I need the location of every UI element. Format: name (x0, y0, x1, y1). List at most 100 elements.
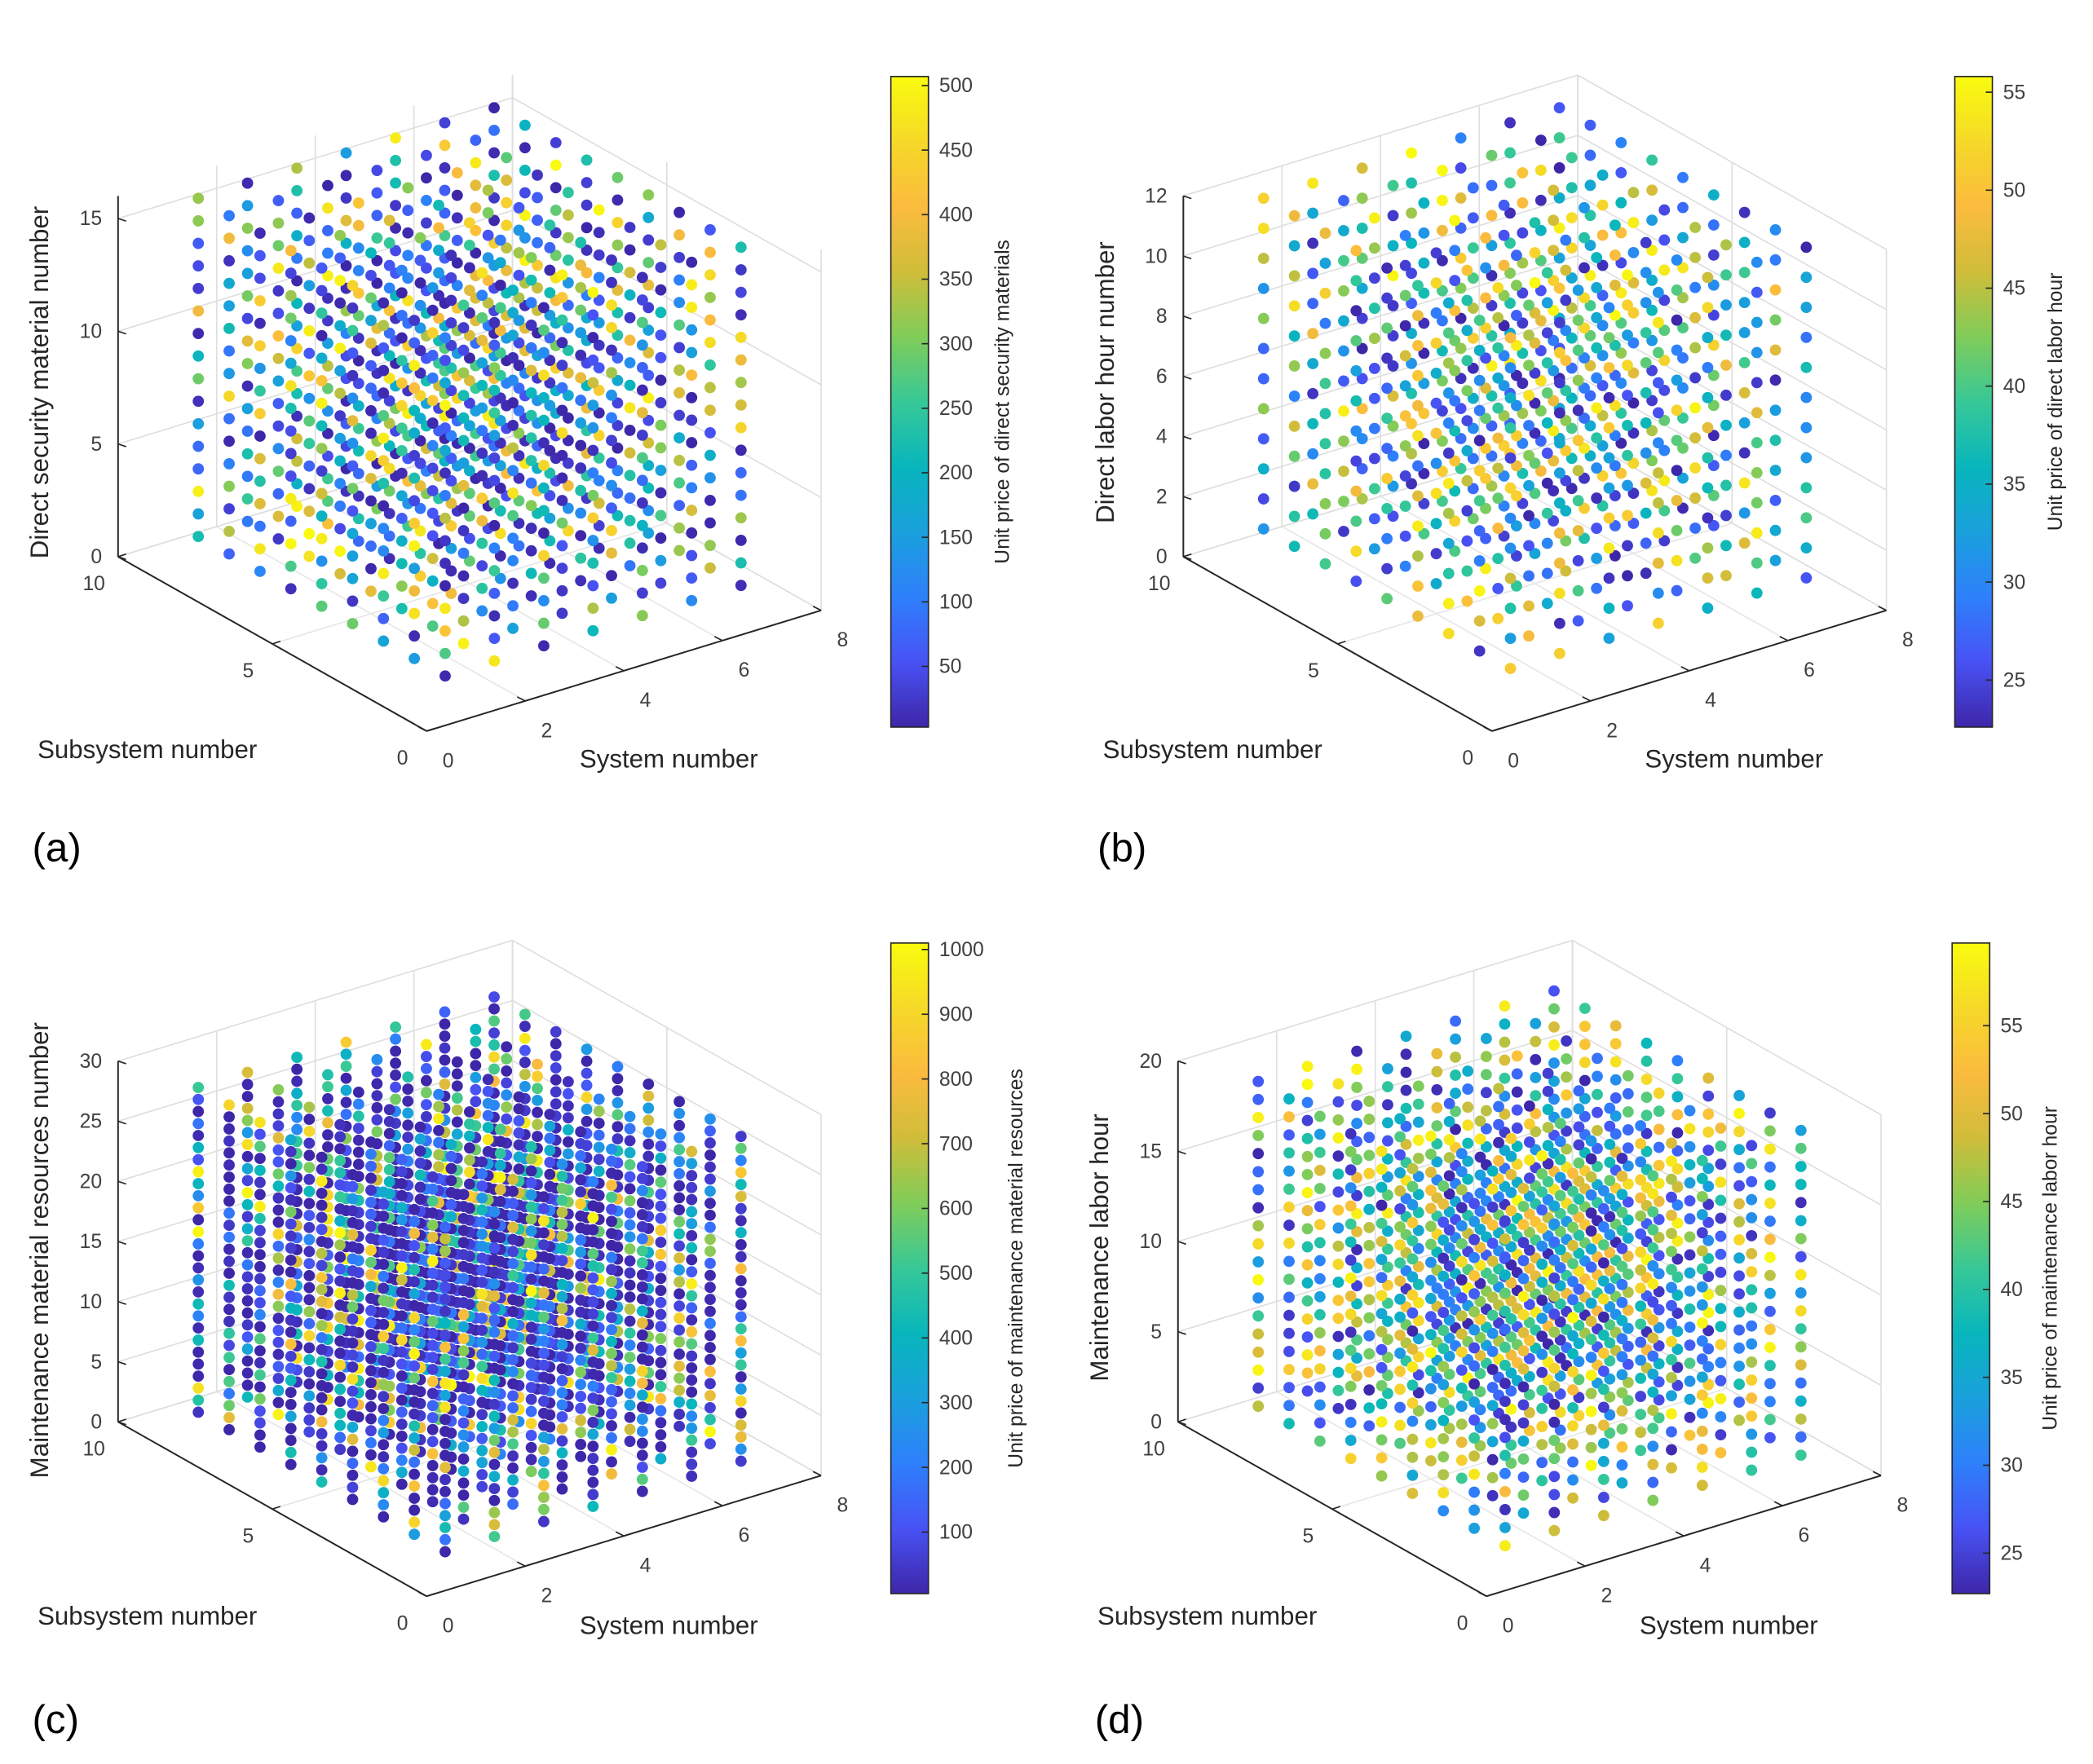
data-point (1671, 554, 1683, 567)
data-point (673, 229, 686, 241)
data-point (445, 317, 457, 329)
data-point (285, 1134, 297, 1146)
data-point (1715, 1212, 1727, 1224)
data-point (223, 1111, 235, 1123)
data-point (272, 1180, 285, 1192)
data-point (241, 1139, 254, 1150)
data-point (395, 1394, 408, 1406)
data-point (1499, 1036, 1511, 1048)
data-point (1573, 1247, 1585, 1259)
data-point (513, 518, 525, 529)
data-point (378, 590, 390, 602)
data-point (476, 492, 488, 505)
data-point (1319, 287, 1331, 299)
x-tick-mark (1680, 666, 1690, 672)
data-point (1461, 445, 1473, 456)
data-point (1604, 1373, 1616, 1385)
data-point (1666, 1173, 1677, 1185)
data-point (1517, 257, 1529, 269)
data-point (1579, 1092, 1591, 1105)
data-point (1356, 492, 1368, 505)
x-tick-mark (516, 696, 526, 702)
x-tick-label: 4 (640, 1555, 651, 1577)
data-point (1492, 492, 1504, 505)
data-point (1548, 1039, 1560, 1051)
data-point (1529, 397, 1541, 409)
data-point (556, 562, 568, 575)
data-point (1529, 247, 1541, 259)
data-point (1646, 364, 1658, 377)
data-point (1338, 525, 1349, 537)
data-point (1720, 479, 1732, 492)
data-point (735, 1154, 747, 1166)
data-point (1351, 1334, 1363, 1346)
data-point (272, 1132, 285, 1144)
data-point (1455, 1219, 1468, 1232)
data-point (1738, 327, 1751, 338)
data-point (426, 1303, 439, 1316)
data-point (704, 540, 716, 552)
data-point (378, 1198, 390, 1210)
data-point (1615, 317, 1627, 329)
data-point (303, 1246, 316, 1258)
data-point (507, 1246, 519, 1258)
data-point (192, 282, 205, 294)
data-point (445, 497, 457, 509)
data-point (1338, 465, 1349, 478)
data-point (1257, 403, 1269, 415)
data-point (494, 369, 506, 381)
data-point (686, 594, 698, 606)
data-point (556, 1459, 568, 1471)
data-point (1283, 1327, 1295, 1339)
data-point (1345, 1164, 1357, 1176)
data-point (476, 1469, 488, 1480)
colorbar (890, 942, 929, 1594)
data-point (538, 617, 550, 629)
data-point (1443, 1152, 1455, 1164)
data-point (686, 505, 698, 516)
data-point (507, 352, 519, 364)
data-point (1431, 1102, 1443, 1114)
data-point (587, 1188, 599, 1200)
data-point (556, 1374, 568, 1387)
data-point (1684, 1177, 1696, 1188)
data-point (488, 1483, 501, 1495)
data-point (1800, 452, 1813, 464)
data-point (1536, 1384, 1548, 1396)
data-point (1548, 334, 1560, 346)
data-point (636, 1401, 648, 1413)
data-point (1585, 1315, 1597, 1327)
z-tick-label: 0 (91, 1412, 102, 1434)
data-point (303, 347, 316, 359)
data-point (587, 467, 599, 479)
data-point (1437, 375, 1448, 387)
data-point (525, 500, 537, 512)
data-point (704, 517, 716, 529)
data-point (1702, 302, 1714, 314)
side-wall-gridline (512, 1060, 822, 1236)
data-point (1257, 342, 1269, 355)
data-point (241, 1319, 254, 1331)
data-point (488, 384, 501, 396)
data-point (1382, 1387, 1393, 1400)
data-point (1523, 1389, 1535, 1400)
data-point (223, 1195, 235, 1207)
data-point (365, 1365, 377, 1377)
data-point (673, 1300, 686, 1312)
data-point (1486, 1291, 1499, 1303)
data-point (1542, 1104, 1554, 1115)
data-point (1363, 1384, 1375, 1396)
data-point (395, 1226, 408, 1237)
data-point (1684, 1213, 1696, 1225)
data-point (655, 1272, 667, 1285)
data-point (575, 1294, 587, 1306)
data-point (704, 1413, 716, 1426)
data-point (1486, 1489, 1499, 1502)
data-point (1653, 1358, 1665, 1369)
data-point (1467, 483, 1479, 495)
data-point (1627, 337, 1640, 349)
data-point (575, 417, 587, 429)
data-point (383, 1140, 395, 1152)
data-point (1658, 355, 1671, 366)
data-point (1425, 1256, 1437, 1268)
